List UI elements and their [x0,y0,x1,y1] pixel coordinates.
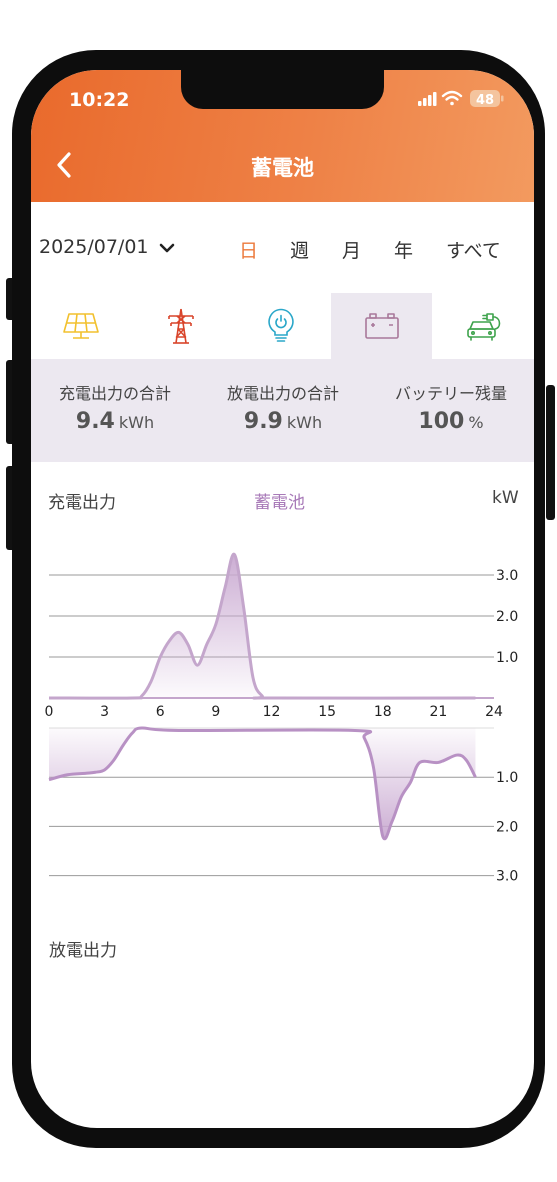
volume-down-button[interactable] [6,466,15,550]
signal-icon [418,92,437,106]
x-tick-label: 18 [374,704,392,720]
chevron-down-icon [159,243,174,252]
x-tick-label: 15 [318,704,336,720]
summary-unit: kWh [286,413,323,432]
solar-panel-icon [63,313,99,339]
status-time: 10:22 [69,89,130,111]
summary-value: 9.9 [243,409,283,434]
volume-up-button[interactable] [6,360,15,444]
status-icons: 48 [418,90,504,108]
silent-switch[interactable] [6,278,15,320]
period-week[interactable]: 週 [290,240,310,262]
x-tick-label: 24 [485,704,503,720]
back-icon[interactable] [53,150,77,180]
tab-ev[interactable] [432,293,534,359]
wifi-icon [441,90,463,106]
date-value: 2025/07/01 [39,236,149,258]
screen: 10:22 48 蓄電池 2025/07/01 [31,70,534,1128]
summary-value-row: 100% [367,409,534,434]
tab-consumption[interactable] [231,293,331,359]
x-tick-label: 9 [211,704,220,720]
charge-series-line [48,552,476,700]
period-all[interactable]: すべて [446,240,501,262]
tab-grid[interactable] [131,293,231,359]
x-tick-label: 12 [263,704,281,720]
ev-charging-icon [467,313,501,341]
period-year[interactable]: 年 [394,240,414,262]
x-tick-label: 0 [45,704,54,720]
discharge-series-line [48,726,477,841]
summary-unit: % [468,413,484,432]
power-tower-icon [168,308,194,344]
tab-solar[interactable] [31,293,131,359]
discharge-tick-label: 1.0 [496,770,518,786]
summary-value: 100 [418,409,465,434]
battery-chart: 1.0 2.0 3.0 1.0 2.0 3.0 0 3 6 9 12 15 18 21 24 [45,552,518,885]
category-tabs [31,293,534,359]
charge-tick-label: 3.0 [496,568,518,584]
discharge-area [49,727,476,839]
summary-value: 9.4 [75,409,115,434]
summary-label: 放電出力の合計 [226,384,339,403]
charge-tick-label: 1.0 [496,650,518,666]
x-tick-label: 3 [100,704,109,720]
chart-unit-label: kW [492,488,519,508]
summary-value-row: 9.9 kWh [199,409,367,434]
discharge-tick-label: 3.0 [496,869,518,885]
summary-unit: kWh [118,413,155,432]
x-tick-label: 6 [156,704,165,720]
battery-status-icon: 48 [470,90,504,108]
battery-level: 48 [476,93,494,108]
battery-icon [364,313,399,339]
chart-discharge-label: 放電出力 [49,941,117,961]
tab-battery[interactable] [331,293,432,359]
date-selector[interactable]: 2025/07/01 [39,236,175,258]
chart-series-label: 蓄電池 [254,493,305,513]
summary-label: バッテリー残量 [394,384,507,403]
lightbulb-icon [268,308,294,342]
summary-panel: 充電出力の合計 9.4 kWh 放電出力の合計 9.9 kWh バッテリー残量 10… [31,359,534,462]
summary-value-row: 9.4 kWh [31,409,199,434]
x-tick-label: 21 [429,704,447,720]
period-month[interactable]: 月 [342,240,362,262]
notch [181,70,384,109]
chart-charge-label: 充電出力 [48,493,116,513]
charge-tick-label: 2.0 [496,609,518,625]
summary-label: 充電出力の合計 [58,384,171,403]
period-day[interactable]: 日 [239,240,259,262]
page-title: 蓄電池 [251,156,314,180]
charge-area [49,554,476,699]
power-button[interactable] [546,385,555,520]
discharge-tick-label: 2.0 [496,819,518,835]
